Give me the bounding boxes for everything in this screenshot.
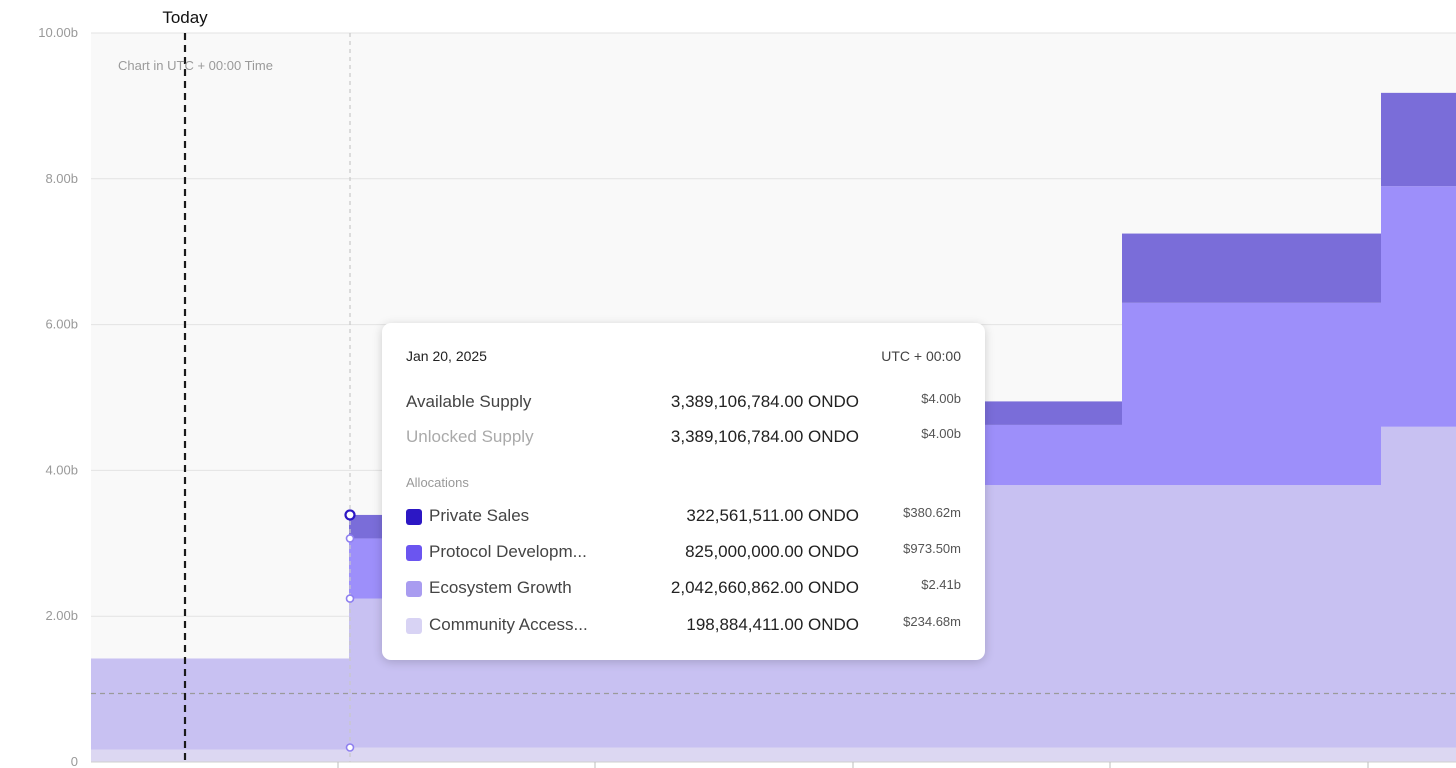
chart-tooltip: Jan 20, 2025 UTC + 00:00 Available Suppl… bbox=[382, 323, 985, 660]
legend-swatch-private-sales bbox=[406, 509, 422, 525]
unlocked-supply-usd: $4.00b bbox=[921, 426, 961, 441]
hover-point bbox=[345, 743, 355, 752]
timezone-note: Chart in UTC + 00:00 Time bbox=[118, 58, 273, 73]
available-supply-amount: 3,389,106,784.00 ONDO bbox=[670, 392, 859, 411]
area-band bbox=[349, 747, 864, 762]
allocation-usd: $2.41b bbox=[921, 577, 961, 592]
allocation-row: Community Access... 198,884,411.00 ONDO … bbox=[406, 614, 961, 639]
area-band bbox=[1381, 92, 1456, 187]
allocation-amount: 322,561,511.00 ONDO bbox=[686, 506, 859, 525]
area-band bbox=[1381, 426, 1456, 748]
allocation-row: Protocol Developm... 825,000,000.00 ONDO… bbox=[406, 541, 961, 566]
y-tick-label: 6.00b bbox=[45, 317, 78, 332]
allocation-row: Private Sales 322,561,511.00 ONDO $380.6… bbox=[406, 505, 961, 530]
tooltip-date: Jan 20, 2025 bbox=[406, 348, 487, 364]
area-band bbox=[1122, 233, 1381, 303]
area-band bbox=[1381, 186, 1456, 427]
allocation-row: Ecosystem Growth 2,042,660,862.00 ONDO $… bbox=[406, 577, 961, 602]
y-tick-label: 8.00b bbox=[45, 171, 78, 186]
unlocked-supply-amount: 3,389,106,784.00 ONDO bbox=[670, 427, 859, 446]
legend-swatch-community-access bbox=[406, 618, 422, 634]
area-band bbox=[1122, 302, 1381, 486]
allocation-name: Ecosystem Growth bbox=[429, 578, 572, 597]
legend-swatch-ecosystem-growth bbox=[406, 581, 422, 597]
unlocked-supply-row: Unlocked Supply 3,389,106,784.00 ONDO $4… bbox=[406, 426, 961, 451]
area-band bbox=[1381, 747, 1456, 762]
area-band bbox=[1122, 747, 1381, 762]
area-band bbox=[1122, 485, 1381, 748]
hover-point bbox=[345, 534, 355, 543]
available-supply-label: Available Supply bbox=[406, 392, 532, 411]
available-supply-usd: $4.00b bbox=[921, 391, 961, 406]
hover-point bbox=[344, 509, 356, 521]
y-tick-label: 10.00b bbox=[38, 25, 78, 40]
allocation-usd: $380.62m bbox=[903, 505, 961, 520]
allocation-amount: 198,884,411.00 ONDO bbox=[686, 615, 859, 634]
area-band bbox=[91, 749, 349, 762]
legend-swatch-protocol-development bbox=[406, 545, 422, 561]
unlocked-supply-label: Unlocked Supply bbox=[406, 427, 534, 446]
y-tick-label: 0 bbox=[71, 754, 78, 768]
tooltip-timezone: UTC + 00:00 bbox=[881, 348, 961, 364]
hover-point bbox=[345, 594, 355, 603]
allocation-amount: 2,042,660,862.00 ONDO bbox=[670, 578, 859, 597]
available-supply-row: Available Supply 3,389,106,784.00 ONDO $… bbox=[406, 391, 961, 416]
allocation-name: Protocol Developm... bbox=[429, 542, 587, 561]
y-tick-label: 2.00b bbox=[45, 608, 78, 623]
allocation-name: Private Sales bbox=[429, 506, 530, 525]
allocation-usd: $234.68m bbox=[903, 614, 961, 629]
allocation-name: Community Access... bbox=[429, 615, 588, 634]
area-band bbox=[91, 658, 349, 750]
allocations-heading: Allocations bbox=[406, 475, 469, 490]
area-band bbox=[864, 747, 1122, 762]
y-tick-label: 4.00b bbox=[45, 462, 78, 477]
allocation-usd: $973.50m bbox=[903, 541, 961, 556]
today-label: Today bbox=[162, 8, 208, 27]
allocation-amount: 825,000,000.00 ONDO bbox=[685, 542, 859, 561]
